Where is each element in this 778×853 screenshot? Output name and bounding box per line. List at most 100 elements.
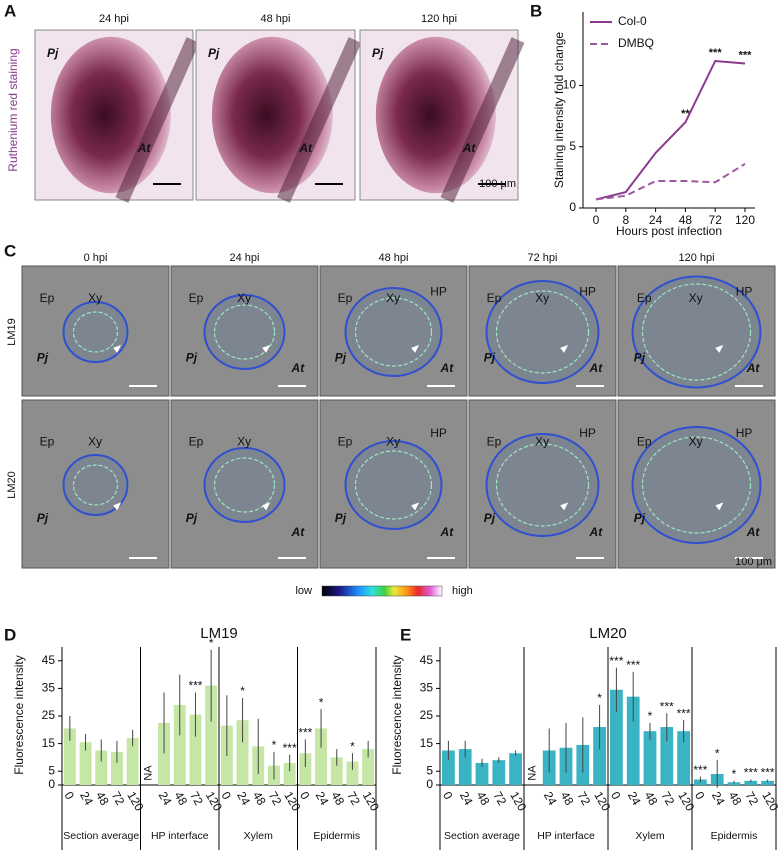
tissue-label: Xy	[237, 291, 251, 305]
tissue-label: Pj	[372, 46, 384, 60]
x-tick-label: 72	[658, 789, 677, 808]
row-label: LM19	[6, 318, 18, 346]
x-tick-label: 120	[360, 789, 382, 814]
x-tick-label: 0	[440, 789, 456, 802]
arrowhead	[262, 344, 271, 353]
tissue-label: Xy	[535, 435, 549, 449]
tissue-label: Ep	[487, 291, 502, 305]
x-tick-label: 72	[742, 789, 761, 808]
significance: *	[732, 767, 737, 781]
tissue-label: At	[298, 141, 313, 155]
y-tick-label: 35	[420, 681, 434, 695]
tissue-label: At	[440, 525, 455, 539]
column-title: 48 hpi	[379, 252, 409, 264]
arrowhead	[113, 502, 122, 511]
tissue-label: Pj	[186, 511, 198, 525]
bar	[173, 704, 186, 785]
significance: ***	[283, 741, 297, 755]
bar	[283, 762, 296, 785]
x-tick-label: 72	[490, 789, 509, 808]
bar	[492, 760, 506, 785]
significance: ***	[744, 766, 758, 780]
y-tick-label: 5	[569, 139, 576, 153]
x-tick-label: 120	[675, 789, 697, 814]
bar	[761, 780, 774, 785]
xylem	[641, 283, 752, 381]
y-tick-label: 35	[42, 681, 56, 695]
significance: *	[319, 695, 324, 709]
section-outline	[631, 426, 762, 544]
na-label: NA	[142, 765, 154, 781]
bar	[362, 749, 375, 785]
tissue-label: HP	[579, 285, 596, 299]
scale-label: 100 μm	[479, 178, 516, 190]
significance: ***	[298, 726, 312, 740]
arrowhead	[715, 344, 724, 353]
xylem	[72, 464, 119, 506]
x-tick-label: 120	[759, 789, 778, 814]
significance: ***	[761, 766, 775, 780]
x-tick-label: 72	[109, 789, 128, 808]
bar	[299, 753, 312, 785]
x-tick-label: 48	[726, 789, 745, 808]
tissue-label: At	[462, 141, 477, 155]
section-outline	[344, 440, 443, 530]
group-label: Xylem	[244, 830, 273, 842]
arrowhead	[113, 344, 122, 353]
tissue-label: Ep	[40, 435, 55, 449]
significance: ***	[626, 658, 640, 672]
tissue-label: At	[137, 141, 152, 155]
y-tick-label: 15	[420, 736, 434, 750]
x-tick-label: 24	[156, 789, 175, 808]
tissue-label: Pj	[634, 511, 646, 525]
chart-title: LM20	[589, 625, 627, 642]
tissue-label: Xy	[386, 435, 400, 449]
tissue-label: Xy	[88, 291, 102, 305]
bar	[677, 731, 690, 785]
group-label: HP interface	[151, 830, 209, 842]
x-tick-label: 72	[187, 789, 206, 808]
image-title: 120 hpi	[421, 13, 457, 25]
bar	[79, 742, 92, 785]
significance: *	[209, 636, 214, 650]
bar	[610, 689, 623, 785]
bar	[346, 761, 359, 785]
x-tick-label: 24	[77, 789, 96, 808]
tissue-label: Xy	[689, 435, 703, 449]
significance: *	[272, 738, 277, 752]
tissue-label: At	[589, 525, 604, 539]
x-tick-label: 48	[250, 789, 269, 808]
bar	[643, 731, 657, 785]
root	[277, 37, 362, 203]
x-tick-label: 48	[679, 213, 693, 227]
xylem	[495, 290, 590, 374]
bar	[95, 750, 108, 785]
colorbar-low: low	[295, 585, 312, 597]
arrowhead	[411, 344, 420, 353]
legend-label: Col-0	[618, 14, 647, 28]
tissue-label: Xy	[237, 435, 251, 449]
group-label: Xylem	[635, 830, 664, 842]
bar	[330, 757, 343, 785]
group-label: Epidermis	[711, 830, 758, 842]
chart-title: LM19	[200, 625, 238, 642]
y-tick-label: 10	[563, 78, 577, 92]
tissue-label: Ep	[189, 291, 204, 305]
x-tick-label: 0	[593, 213, 600, 227]
tissue-label: HP	[736, 426, 753, 440]
panel-label: E	[400, 625, 411, 644]
x-tick-label: 120	[507, 789, 529, 814]
xylem	[213, 304, 276, 360]
bar	[509, 753, 522, 785]
section-outline	[631, 275, 762, 389]
tissue-label: HP	[736, 285, 753, 299]
xylem	[72, 311, 119, 353]
tissue-label: At	[589, 361, 604, 375]
bar	[189, 714, 202, 785]
tissue-label: Xy	[535, 291, 549, 305]
significance: ***	[609, 654, 623, 668]
column-title: 72 hpi	[528, 252, 558, 264]
bar	[660, 727, 674, 785]
xylem	[354, 297, 433, 367]
y-axis-label: Fluorescence intensity	[390, 655, 404, 774]
